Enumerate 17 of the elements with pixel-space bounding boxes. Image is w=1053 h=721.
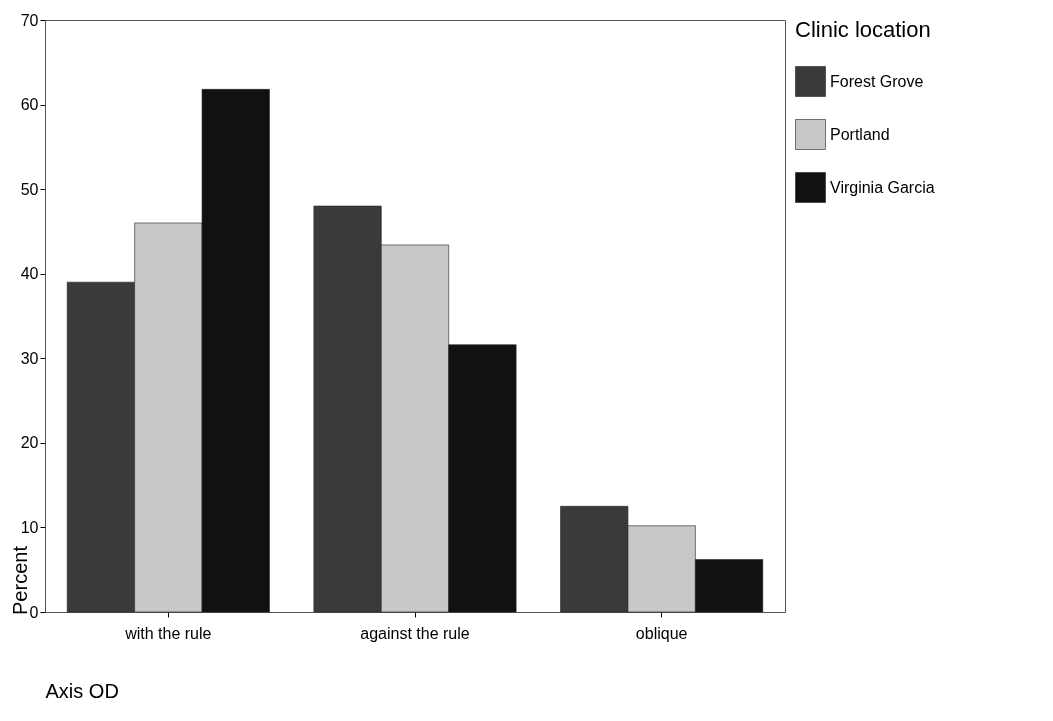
y-tick-label: 50 bbox=[20, 180, 39, 198]
legend-label: Virginia Garcia bbox=[830, 178, 935, 196]
legend-label: Forest Grove bbox=[830, 72, 924, 90]
y-tick-label: 40 bbox=[20, 265, 39, 283]
y-tick-label: 30 bbox=[20, 349, 39, 367]
y-tick-label: 60 bbox=[20, 96, 39, 114]
legend-title: Clinic location bbox=[795, 17, 931, 42]
y-tick-label: 10 bbox=[20, 518, 39, 536]
x-axis-title: Axis OD bbox=[45, 679, 119, 702]
x-tick-label: oblique bbox=[635, 624, 688, 642]
x-tick-label: against the rule bbox=[360, 624, 470, 642]
y-tick-label: 70 bbox=[20, 11, 39, 29]
legend-label: Portland bbox=[830, 125, 890, 143]
y-axis-title: Percent bbox=[8, 545, 31, 615]
x-tick-label: with the rule bbox=[124, 624, 212, 642]
y-tick-label: 0 bbox=[29, 603, 39, 621]
y-tick-label: 20 bbox=[20, 434, 39, 452]
